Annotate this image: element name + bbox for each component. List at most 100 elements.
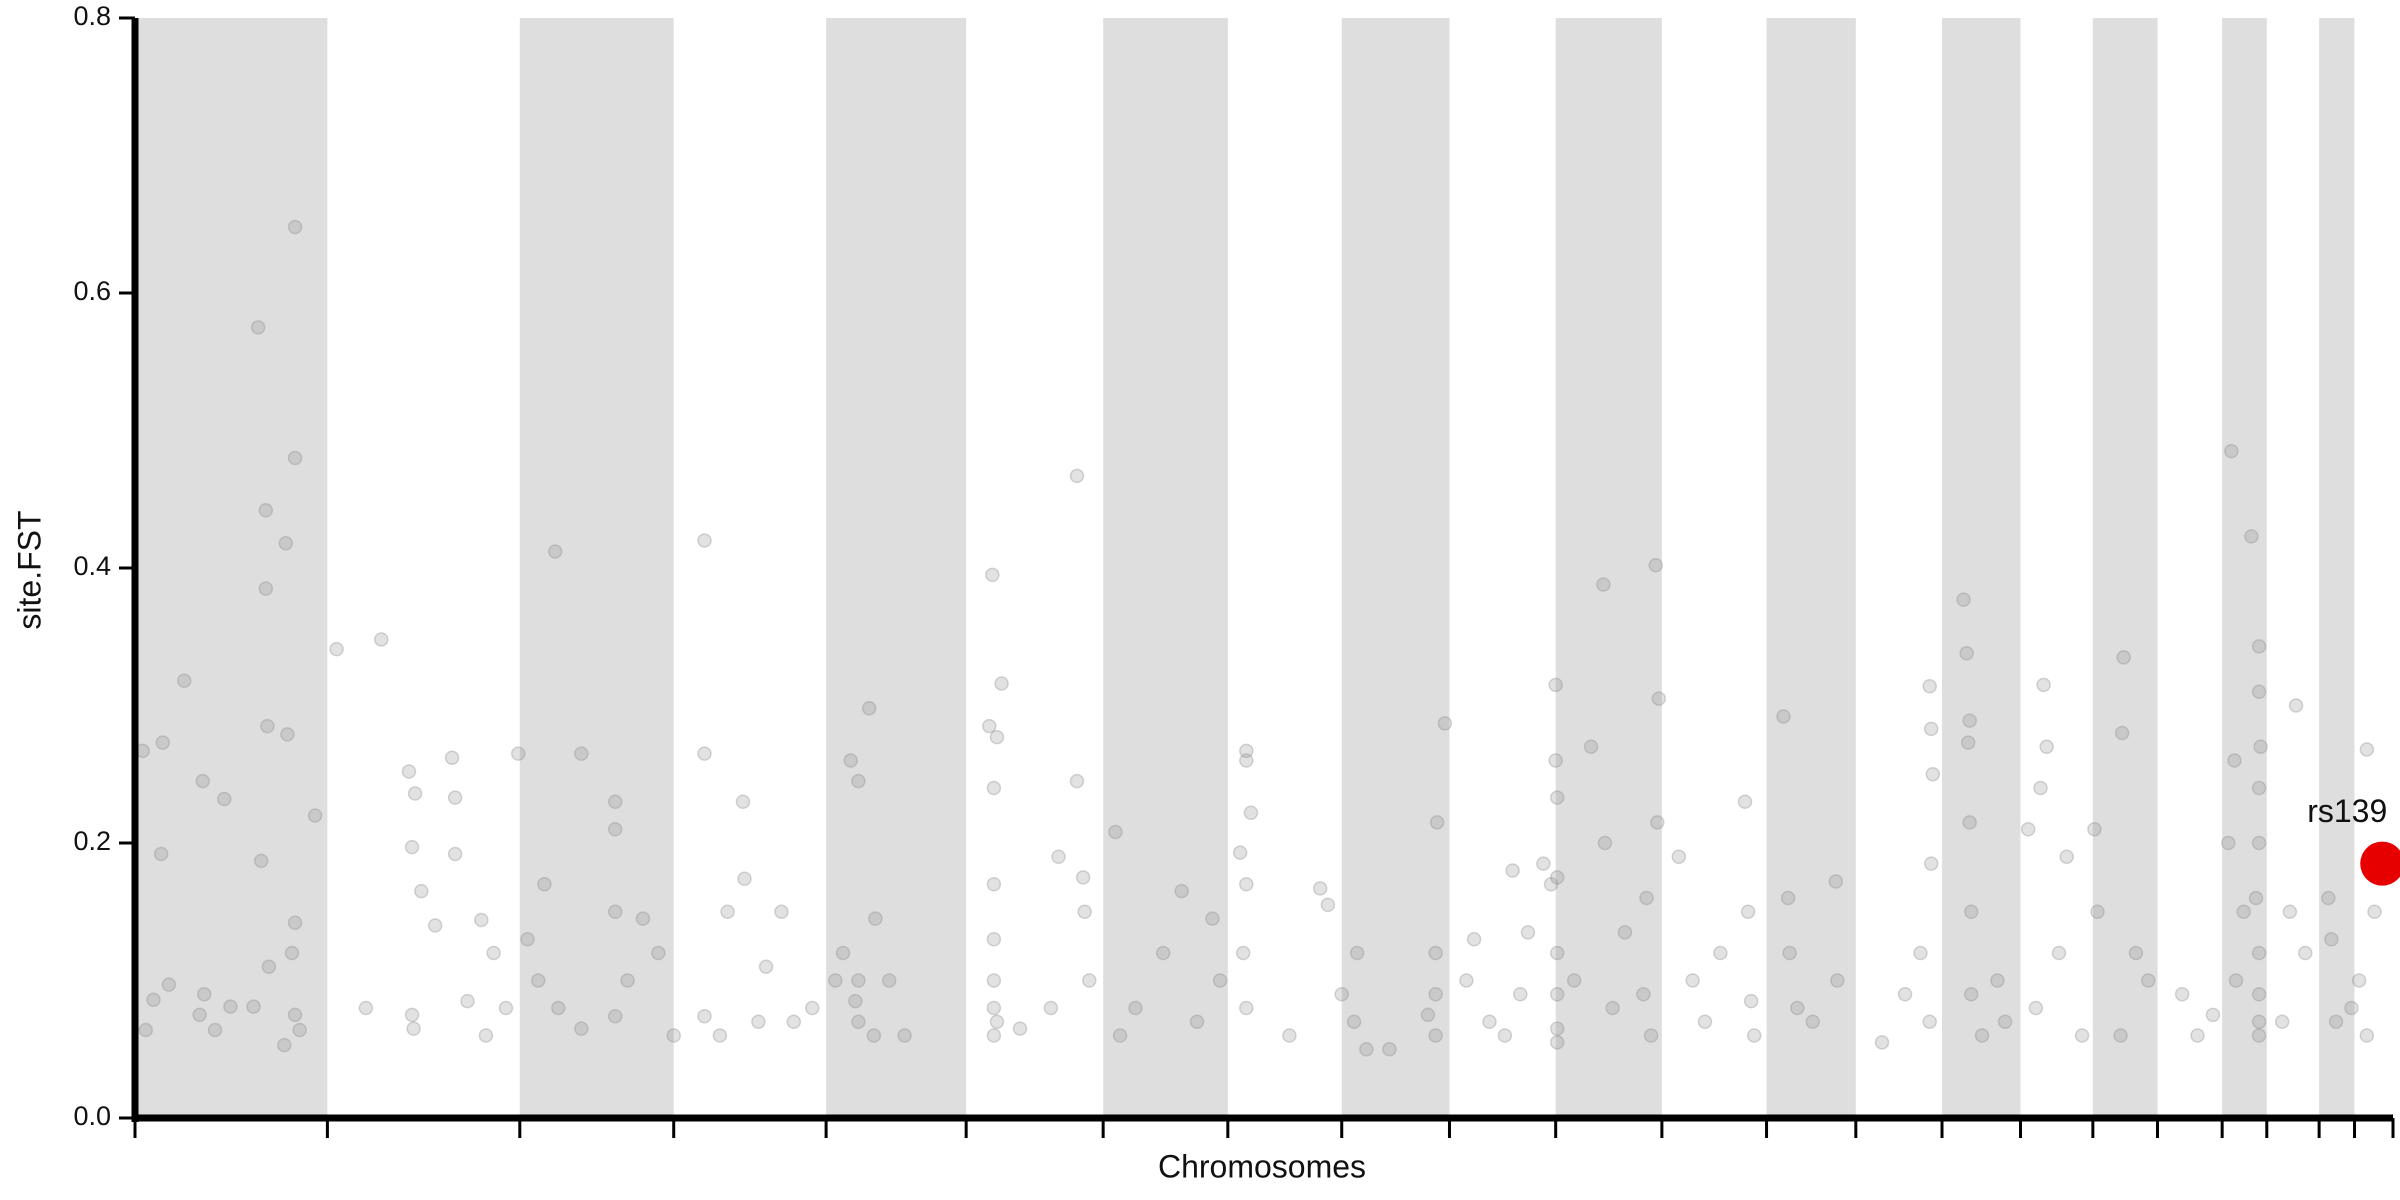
- snp-point: [2351, 973, 2367, 988]
- snp-point: [735, 794, 751, 809]
- snp-point: [986, 973, 1002, 988]
- snp-point: [358, 1000, 374, 1016]
- snp-point: [2274, 1014, 2290, 1029]
- snp-point: [1650, 815, 1665, 830]
- snp-point: [986, 1028, 1002, 1043]
- snp-point: [2036, 677, 2051, 693]
- snp-point: [258, 503, 274, 518]
- snp-point: [401, 764, 417, 779]
- snp-point: [861, 701, 877, 716]
- snp-point: [2033, 780, 2048, 796]
- snp-point: [1513, 987, 1528, 1002]
- snp-point: [307, 808, 323, 823]
- snp-point: [1549, 1021, 1565, 1036]
- snp-point: [250, 320, 266, 335]
- snp-point: [1112, 1028, 1128, 1043]
- snp-point: [2251, 1028, 2267, 1043]
- snp-point: [2039, 739, 2054, 754]
- snp-point: [851, 973, 866, 988]
- snp-point: [407, 786, 423, 801]
- snp-point: [1239, 1000, 1254, 1016]
- snp-point: [1639, 890, 1654, 906]
- snp-point: [1212, 973, 1228, 988]
- snp-point: [1077, 904, 1092, 919]
- snp-point: [258, 581, 274, 596]
- snp-point: [444, 750, 460, 765]
- snp-point: [1520, 925, 1536, 940]
- snp-point: [1643, 1028, 1659, 1043]
- snp-point: [2288, 698, 2304, 713]
- snp-point: [989, 729, 1005, 745]
- snp-point: [161, 977, 177, 992]
- snp-point: [1420, 1007, 1436, 1023]
- snp-point: [146, 992, 161, 1007]
- snp-point: [635, 911, 651, 926]
- snp-point: [1648, 558, 1663, 573]
- snp-point: [1651, 691, 1667, 706]
- snp-point: [737, 871, 752, 886]
- snp-point: [1382, 1042, 1397, 1057]
- snp-point: [2236, 904, 2251, 919]
- snp-point: [574, 1021, 589, 1036]
- snp-point: [574, 746, 589, 761]
- snp-point: [1549, 945, 1565, 961]
- points: [135, 219, 2382, 1057]
- snp-point: [1429, 815, 1445, 830]
- snp-point: [2367, 904, 2382, 919]
- snp-point: [284, 945, 300, 961]
- snp-point: [2359, 742, 2375, 757]
- snp-point: [982, 718, 997, 734]
- snp-point: [406, 1021, 421, 1036]
- snp-point: [2116, 650, 2131, 665]
- x-axis-label: Chromosomes: [1158, 1148, 1366, 1184]
- snp-point: [828, 973, 843, 988]
- snp-point: [1334, 987, 1349, 1002]
- snp-point: [2227, 753, 2242, 768]
- snp-point: [1923, 721, 1939, 737]
- snp-point: [2090, 904, 2105, 919]
- snp-point: [1780, 890, 1796, 906]
- chromosome-band: [1555, 18, 1662, 1118]
- snp-point: [2248, 890, 2264, 906]
- snp-point: [2174, 987, 2190, 1002]
- snp-point: [2190, 1028, 2205, 1043]
- snp-point: [697, 746, 712, 761]
- snp-point: [177, 673, 192, 688]
- snp-point: [1549, 1035, 1565, 1050]
- snp-point: [1617, 925, 1633, 940]
- snp-point: [868, 911, 883, 926]
- snp-point: [1312, 881, 1328, 896]
- snp-point: [1874, 1035, 1890, 1050]
- snp-point: [1239, 743, 1254, 759]
- snp-point: [138, 1022, 154, 1038]
- snp-point: [1549, 790, 1565, 805]
- y-tick-label: 0.8: [73, 1, 111, 31]
- snp-point: [287, 1007, 303, 1023]
- snp-point: [1428, 987, 1443, 1002]
- chromosome-band: [1341, 18, 1450, 1118]
- snp-point: [2321, 890, 2336, 906]
- snp-point: [1782, 945, 1797, 961]
- snp-point: [1597, 835, 1613, 851]
- snp-point: [1740, 904, 1756, 919]
- snp-point: [1428, 945, 1443, 961]
- snp-point: [1051, 849, 1066, 864]
- snp-point: [851, 1014, 866, 1029]
- snp-point: [547, 544, 563, 559]
- snp-point: [1962, 815, 1977, 830]
- snp-point: [835, 945, 851, 961]
- snp-point: [292, 1022, 307, 1038]
- snp-point: [985, 567, 1000, 583]
- snp-point: [1925, 767, 1941, 782]
- snp-point: [1282, 1028, 1297, 1043]
- snp-point: [994, 676, 1009, 691]
- snp-point: [1713, 945, 1728, 961]
- snp-point: [2344, 1000, 2359, 1016]
- snp-point: [881, 973, 897, 988]
- snp-point: [1790, 1000, 1805, 1016]
- snp-point: [2114, 725, 2130, 741]
- snp-point: [1505, 863, 1520, 878]
- snp-point: [1549, 987, 1565, 1002]
- snp-point: [531, 973, 546, 988]
- snp-point: [1956, 592, 1971, 607]
